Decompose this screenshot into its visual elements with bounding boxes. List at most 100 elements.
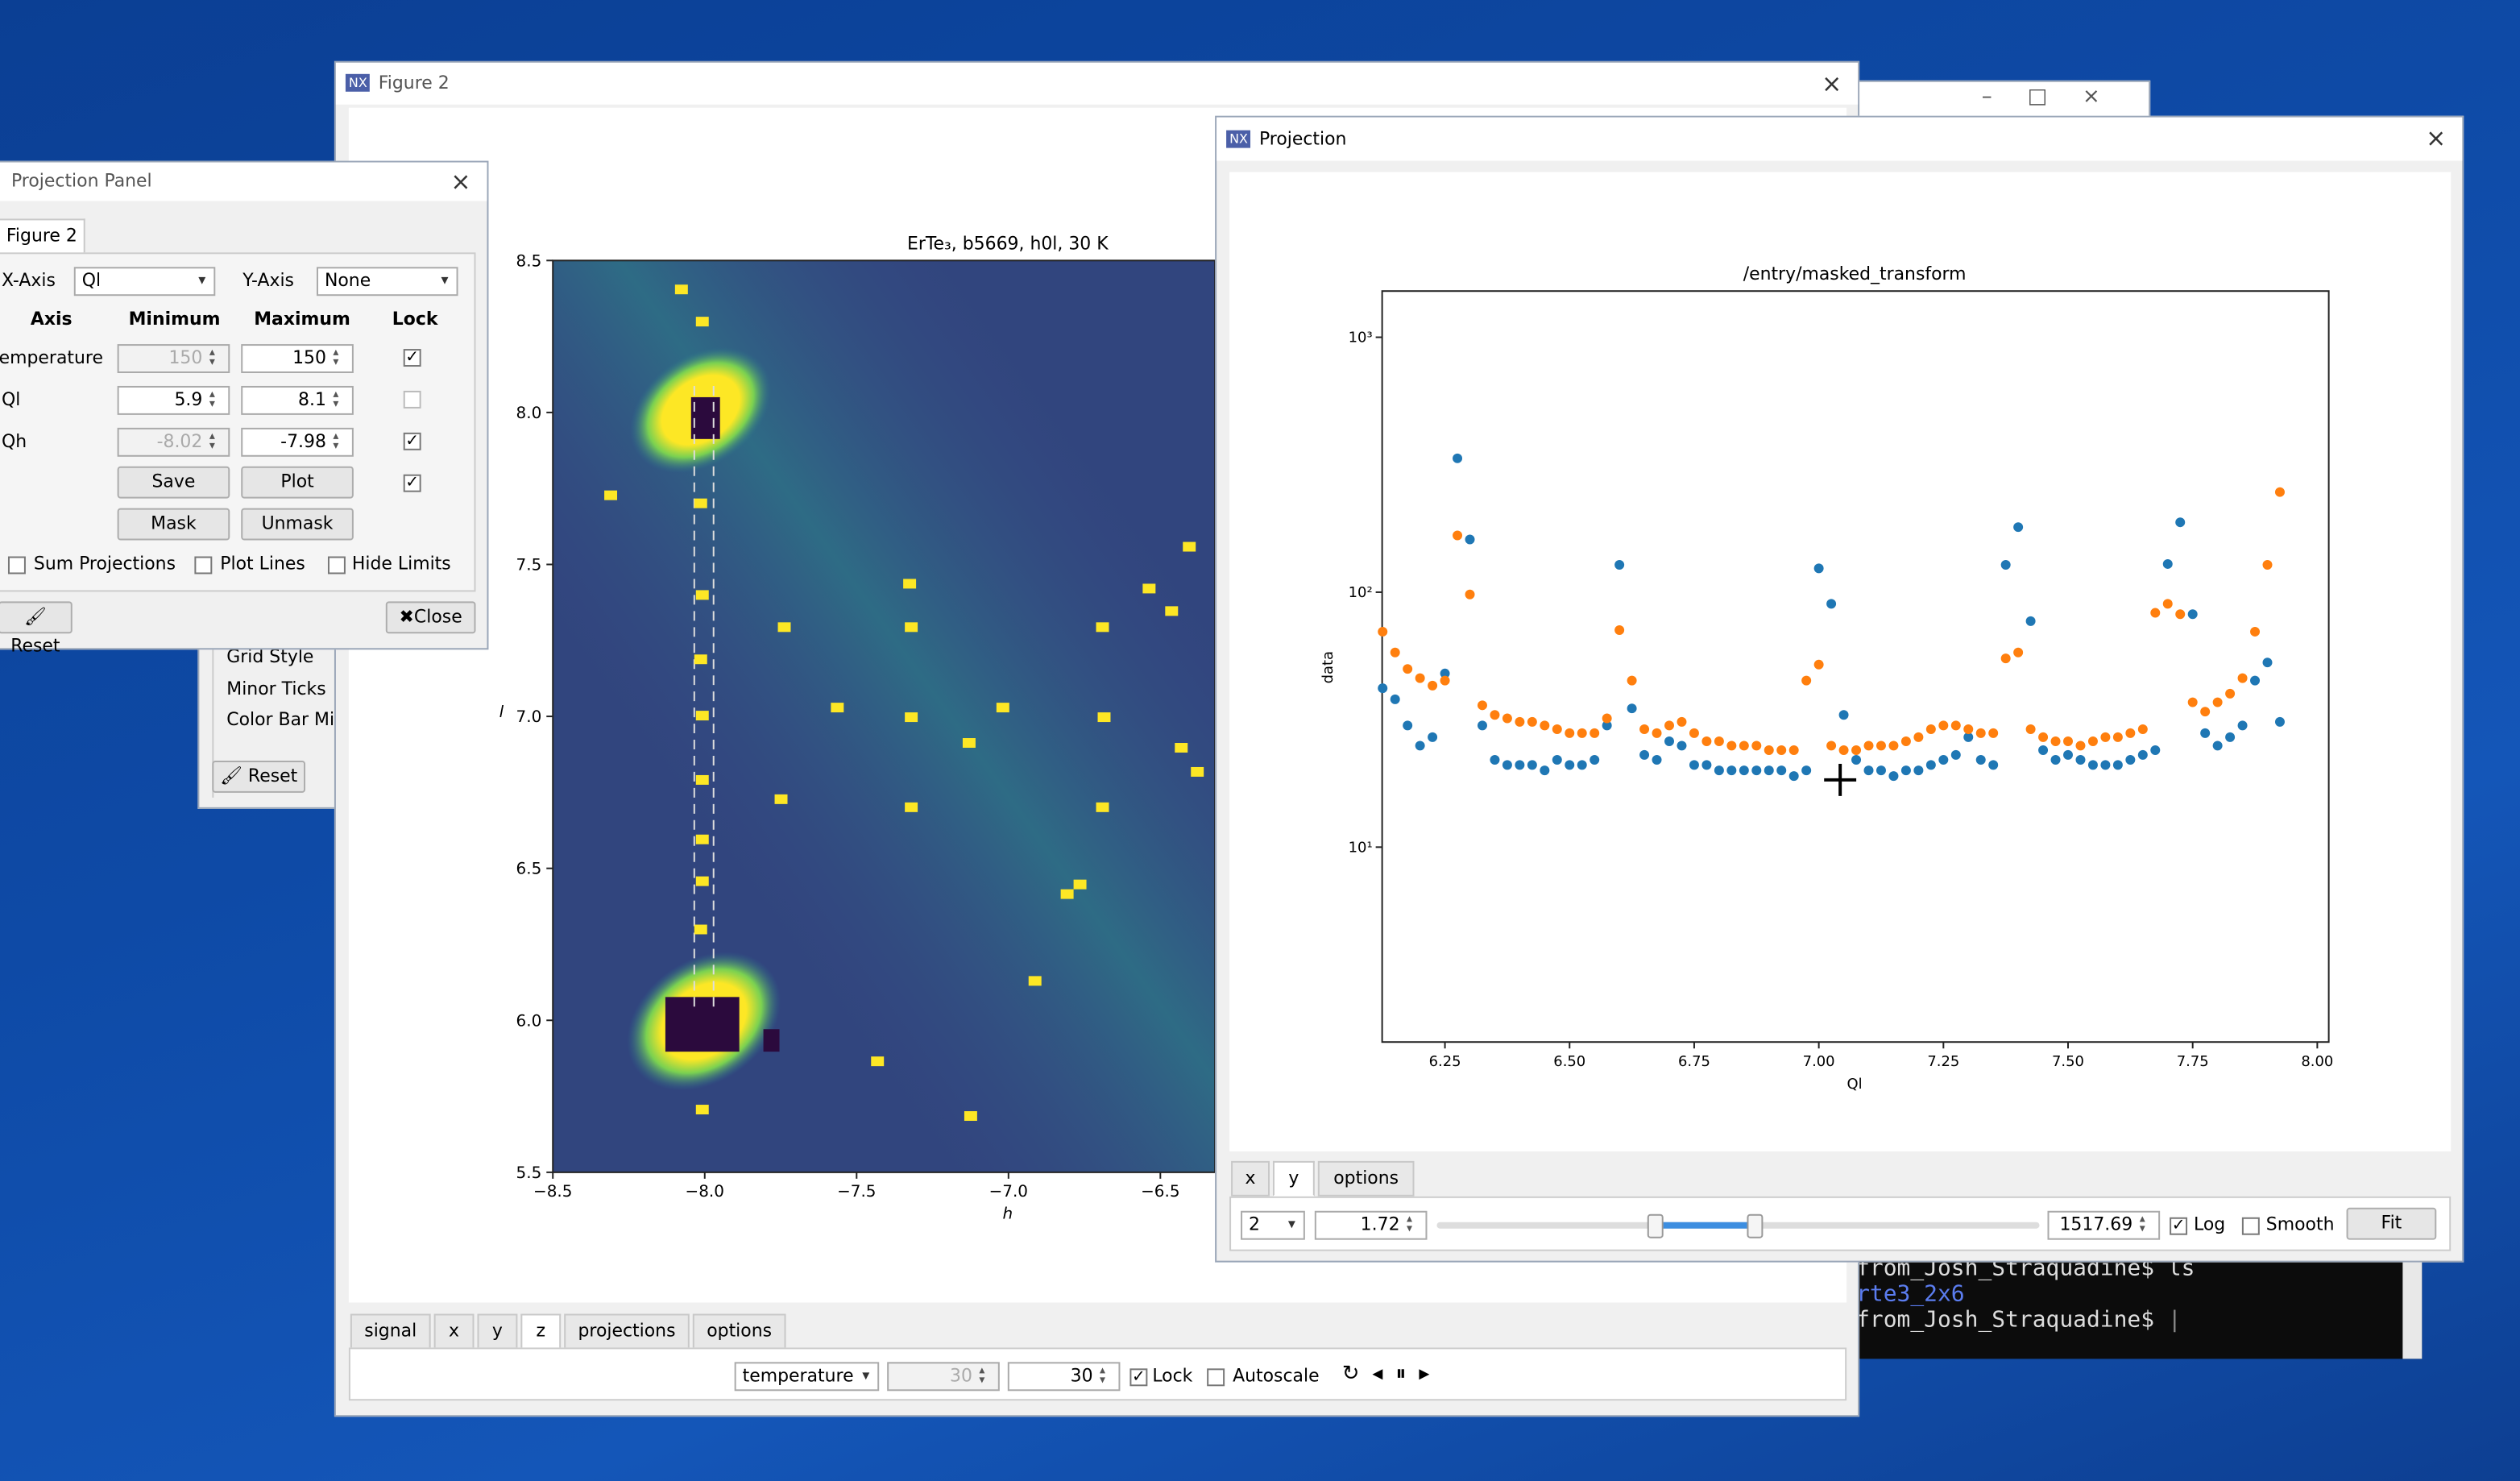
- bragg-spot: [871, 1056, 885, 1067]
- bragg-spot: [674, 284, 688, 295]
- checkbox-label: Hide Limits: [351, 553, 451, 575]
- label: Y-Axis: [242, 270, 295, 292]
- option-item[interactable]: Color Bar Mi: [226, 709, 335, 731]
- max-field[interactable]: 30: [1007, 1362, 1121, 1392]
- slider-handle[interactable]: [1747, 1213, 1764, 1238]
- bragg-spot: [1096, 622, 1109, 633]
- projection-window: NX Projection × x y options 2 1.72 1517.69…: [1215, 115, 2464, 1263]
- autoscale-checkbox[interactable]: [1207, 1368, 1225, 1387]
- close-button[interactable]: ×: [2426, 123, 2447, 153]
- bragg-spot: [962, 738, 976, 749]
- y-axis-select[interactable]: None: [316, 267, 458, 297]
- min-field[interactable]: 5.9: [117, 385, 230, 415]
- unmask-button[interactable]: Unmask: [241, 508, 354, 541]
- bragg-spot: [777, 622, 791, 633]
- window-title: Projection: [1258, 128, 1347, 150]
- slider-handle[interactable]: [1647, 1213, 1664, 1238]
- terminal-prompt: from_Josh_Straquadine$: [1856, 1307, 2155, 1334]
- checkbox-label: Sum Projections: [33, 553, 176, 575]
- max-field[interactable]: 1517.69: [2047, 1210, 2161, 1240]
- playback-controls[interactable]: ↻◂⏸▸: [1341, 1362, 1443, 1387]
- bragg-spot: [1028, 976, 1042, 986]
- bragg-spot: [1060, 889, 1074, 899]
- tab[interactable]: x: [433, 1313, 475, 1350]
- mask: [690, 396, 720, 439]
- max-field[interactable]: -7.98: [241, 427, 354, 457]
- bragg-spot: [695, 1105, 709, 1115]
- axis-name: Ql: [1, 388, 21, 410]
- title-bar: NX Projection ×: [1216, 117, 2463, 161]
- label: X-Axis: [1, 270, 56, 292]
- axis-select[interactable]: temperature: [734, 1362, 880, 1392]
- bragg-spot: [1165, 606, 1179, 616]
- column-header: Minimum: [128, 309, 221, 330]
- reset-button[interactable]: 🖌 Reset: [212, 760, 306, 793]
- max-field[interactable]: 8.1: [241, 385, 354, 415]
- checkbox[interactable]: [7, 556, 26, 575]
- log-checkbox[interactable]: ✓: [2170, 1217, 2188, 1235]
- lock-checkbox[interactable]: ✓: [403, 474, 421, 492]
- save-button[interactable]: Save: [117, 466, 230, 499]
- bragg-spot: [694, 654, 707, 665]
- bragg-spot: [694, 498, 707, 508]
- max-field[interactable]: 150: [241, 344, 354, 374]
- axis-name: temperature: [0, 347, 103, 369]
- lock-checkbox[interactable]: ✓: [1129, 1368, 1148, 1387]
- bragg-spot: [1096, 802, 1109, 812]
- close-button[interactable]: ✖Close: [385, 601, 476, 634]
- terminal-line: rte3_2x6: [1856, 1281, 1965, 1308]
- x-tick-label: −7.0: [989, 1181, 1028, 1201]
- bragg-spot: [695, 317, 709, 327]
- tab[interactable]: projections: [564, 1313, 690, 1350]
- lock-checkbox[interactable]: ✓: [403, 349, 421, 367]
- mask-button[interactable]: Mask: [117, 508, 230, 541]
- window-controls[interactable]: –□×: [1981, 85, 2136, 110]
- tab[interactable]: x: [1231, 1160, 1270, 1197]
- tab[interactable]: z: [520, 1313, 562, 1350]
- tab[interactable]: options: [692, 1313, 786, 1350]
- close-button[interactable]: ×: [1822, 68, 1842, 98]
- close-button[interactable]: ×: [450, 167, 471, 197]
- option-item[interactable]: Minor Ticks: [226, 678, 326, 700]
- column-header: Maximum: [254, 309, 350, 330]
- tab[interactable]: y: [1272, 1160, 1315, 1197]
- smooth-checkbox[interactable]: [2241, 1217, 2260, 1235]
- plot-button[interactable]: Plot: [241, 466, 354, 499]
- bragg-spot: [964, 1111, 977, 1122]
- scrollbar[interactable]: [2402, 1259, 2423, 1359]
- app-icon: NX: [345, 73, 371, 92]
- min-field[interactable]: 1.72: [1314, 1210, 1428, 1240]
- bragg-spot: [1191, 766, 1204, 777]
- tab[interactable]: options: [1317, 1160, 1415, 1197]
- axis-name: Qh: [1, 430, 27, 452]
- bragg-spot: [1142, 583, 1156, 594]
- bragg-spot: [695, 834, 709, 844]
- lock-checkbox[interactable]: ✓: [403, 432, 421, 450]
- step-select[interactable]: 2: [1241, 1210, 1305, 1240]
- bragg-spot: [905, 622, 918, 633]
- y-tick-label: 8.0: [516, 403, 542, 422]
- tab[interactable]: Figure 2: [0, 218, 85, 255]
- y-tick-label: 7.5: [516, 554, 542, 574]
- terminal: from_Josh_Straquadine$ ls rte3_2x6 from_…: [1856, 1256, 2423, 1359]
- bragg-spot: [1175, 743, 1188, 753]
- fit-button[interactable]: Fit: [2346, 1207, 2437, 1240]
- y-tick-label: 5.5: [516, 1163, 542, 1182]
- bragg-spot: [695, 774, 709, 785]
- app-icon: NX: [1226, 130, 1251, 148]
- bragg-spot: [905, 712, 918, 723]
- option-item[interactable]: Grid Style: [226, 646, 314, 668]
- terminal-line: from_Josh_Straquadine$ |: [1856, 1307, 2182, 1334]
- y-tick-label: 6.5: [516, 859, 542, 878]
- checkbox[interactable]: [194, 556, 213, 575]
- bragg-spot: [905, 802, 918, 812]
- x-axis-select[interactable]: Ql: [73, 267, 216, 297]
- checkbox[interactable]: [327, 556, 346, 575]
- lock-checkbox[interactable]: [403, 390, 421, 409]
- bragg-spot: [1183, 541, 1196, 552]
- y-tick-label: 6.0: [516, 1010, 542, 1030]
- reset-button[interactable]: 🖌Reset: [0, 601, 73, 656]
